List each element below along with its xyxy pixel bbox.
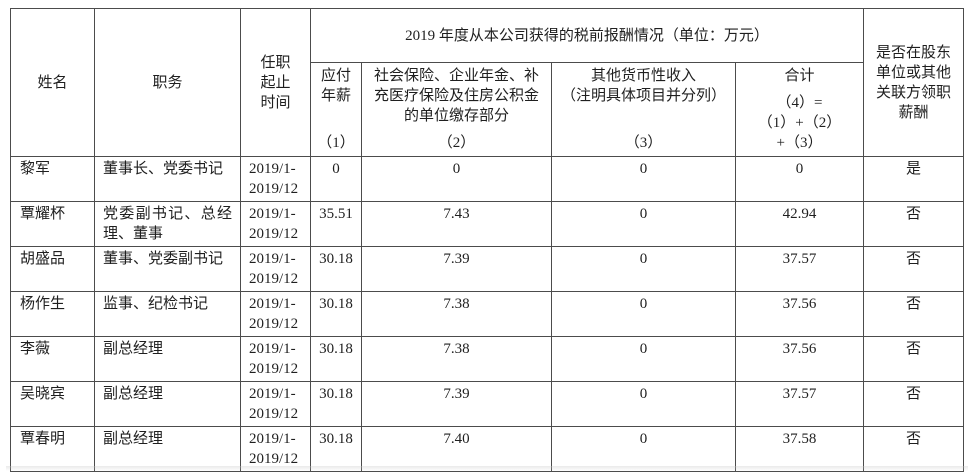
scan-shadow: [6, 466, 968, 471]
cell-tenure: 2019/1- 2019/12: [240, 381, 311, 427]
cell-total: 37.57: [734, 246, 865, 292]
cell-total: 37.58: [734, 426, 865, 472]
header-tenure: 任职 起止 时间: [240, 8, 311, 157]
cell-tenure: 2019/1- 2019/12: [240, 201, 311, 247]
header-insurance: 社会保险、企业年金、补 充医疗保险及住房公积金 的单位缴存部分 （2）: [361, 62, 552, 157]
header-related-party: 是否在股东 单位或其他 关联方领职 薪酬: [863, 8, 965, 157]
cell-other: 0: [551, 156, 736, 202]
cell-position: 董事长、党委书记: [94, 156, 241, 202]
header-row-top: 姓名 职务 任职 起止 时间 2019 年度从本公司获得的税前报酬情况（单位：万…: [10, 8, 965, 157]
table-header: 姓名 职务 任职 起止 时间 2019 年度从本公司获得的税前报酬情况（单位：万…: [10, 8, 965, 157]
header-row-sub: 应付 年薪 （1） 社会保险、企业年金、补 充医疗保险及住房公积金 的单位缴存部…: [11, 62, 964, 157]
cell-name: 杨作生: [10, 291, 95, 337]
cell-insurance: 7.39: [361, 381, 552, 427]
cell-position: 董事、党委副书记: [94, 246, 241, 292]
cell-salary: 0: [310, 156, 362, 202]
header-insurance-code: （2）: [437, 135, 476, 151]
cell-position: 副总经理: [94, 381, 241, 427]
cell-insurance: 7.38: [361, 291, 552, 337]
cell-related: 是: [863, 156, 965, 202]
table-row: 胡盛品 董事、党委副书记 2019/1- 2019/12 30.18 7.39 …: [10, 246, 965, 292]
cell-related: 否: [863, 381, 965, 427]
header-salary-label: 应付 年薪: [320, 68, 351, 104]
cell-related: 否: [863, 246, 965, 292]
cell-salary: 30.18: [310, 291, 362, 337]
header-compensation-title: 2019 年度从本公司获得的税前报酬情况（单位：万元）: [309, 8, 865, 63]
cell-total: 0: [734, 156, 865, 202]
compensation-table: 姓名 职务 任职 起止 时间 2019 年度从本公司获得的税前报酬情况（单位：万…: [10, 8, 965, 472]
cell-tenure: 2019/1- 2019/12: [240, 156, 311, 202]
cell-related: 否: [863, 291, 965, 337]
header-total-label: 合计: [784, 68, 815, 84]
cell-total: 37.57: [734, 381, 865, 427]
cell-other: 0: [551, 426, 736, 472]
cell-other: 0: [551, 381, 736, 427]
cell-name: 李薇: [10, 336, 95, 382]
cell-salary: 30.18: [310, 336, 362, 382]
cell-insurance: 7.40: [361, 426, 552, 472]
cell-insurance: 7.43: [361, 201, 552, 247]
table-row: 覃耀杯 党委副书记、总经理、董事 2019/1- 2019/12 35.51 7…: [10, 201, 965, 247]
cell-name: 黎军: [10, 156, 95, 202]
header-other-income-code: （3）: [624, 135, 663, 151]
cell-total: 37.56: [734, 291, 865, 337]
cell-total: 42.94: [734, 201, 865, 247]
header-position: 职务: [94, 8, 241, 157]
header-other-income: 其他货币性收入 （注明具体项目并分列） （3）: [551, 62, 736, 157]
cell-name: 覃耀杯: [10, 201, 95, 247]
cell-related: 否: [863, 426, 965, 472]
cell-name: 吴晓宾: [10, 381, 95, 427]
cell-tenure: 2019/1- 2019/12: [240, 246, 311, 292]
header-name: 姓名: [10, 8, 95, 157]
cell-salary: 30.18: [310, 246, 362, 292]
cell-total: 37.56: [734, 336, 865, 382]
cell-position: 副总经理: [94, 336, 241, 382]
cell-salary: 30.18: [310, 381, 362, 427]
table-row: 吴晓宾 副总经理 2019/1- 2019/12 30.18 7.39 0 37…: [10, 381, 965, 427]
cell-position: 党委副书记、总经理、董事: [94, 201, 241, 247]
cell-related: 否: [863, 336, 965, 382]
cell-name: 胡盛品: [10, 246, 95, 292]
cell-other: 0: [551, 291, 736, 337]
header-salary: 应付 年薪 （1）: [310, 62, 362, 157]
cell-insurance: 7.38: [361, 336, 552, 382]
table-row: 李薇 副总经理 2019/1- 2019/12 30.18 7.38 0 37.…: [10, 336, 965, 382]
table-row: 覃春明 副总经理 2019/1- 2019/12 30.18 7.40 0 37…: [10, 426, 965, 472]
table-row: 黎军 董事长、党委书记 2019/1- 2019/12 0 0 0 0 是: [10, 156, 965, 202]
header-other-income-label: 其他货币性收入 （注明具体项目并分列）: [560, 68, 726, 104]
header-total-code: （4）=（1）+（2） +（3）: [757, 95, 842, 151]
cell-tenure: 2019/1- 2019/12: [240, 426, 311, 472]
cell-other: 0: [551, 201, 736, 247]
cell-name: 覃春明: [10, 426, 95, 472]
cell-position: 监事、纪检书记: [94, 291, 241, 337]
cell-related: 否: [863, 201, 965, 247]
cell-insurance: 0: [361, 156, 552, 202]
cell-tenure: 2019/1- 2019/12: [240, 336, 311, 382]
header-total: 合计 （4）=（1）+（2） +（3）: [734, 62, 865, 157]
table-body: 黎军 董事长、党委书记 2019/1- 2019/12 0 0 0 0 是 覃耀…: [10, 156, 965, 472]
header-insurance-label: 社会保险、企业年金、补 充医疗保险及住房公积金 的单位缴存部分: [373, 68, 539, 124]
cell-salary: 30.18: [310, 426, 362, 472]
cell-position: 副总经理: [94, 426, 241, 472]
table-row: 杨作生 监事、纪检书记 2019/1- 2019/12 30.18 7.38 0…: [10, 291, 965, 337]
cell-salary: 35.51: [310, 201, 362, 247]
header-salary-code: （1）: [317, 135, 355, 151]
cell-other: 0: [551, 246, 736, 292]
cell-tenure: 2019/1- 2019/12: [240, 291, 311, 337]
cell-insurance: 7.39: [361, 246, 552, 292]
cell-other: 0: [551, 336, 736, 382]
